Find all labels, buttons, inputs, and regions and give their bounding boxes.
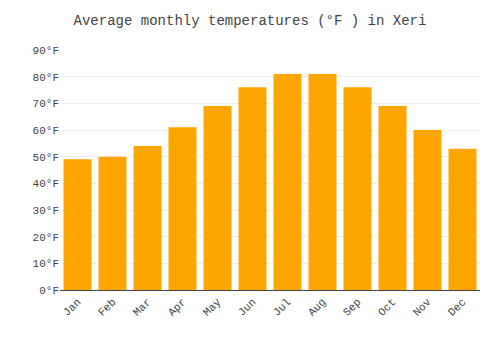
svg-text:0°F: 0°F	[39, 285, 59, 297]
svg-text:Mar: Mar	[131, 296, 153, 318]
svg-text:Jun: Jun	[236, 296, 258, 318]
svg-text:Feb: Feb	[96, 296, 118, 318]
svg-text:Oct: Oct	[376, 296, 398, 318]
svg-text:Apr: Apr	[166, 296, 188, 318]
svg-text:80°F: 80°F	[33, 72, 59, 84]
svg-text:Jan: Jan	[61, 296, 83, 318]
svg-text:10°F: 10°F	[33, 258, 59, 270]
svg-text:70°F: 70°F	[33, 98, 59, 110]
svg-text:Aug: Aug	[306, 296, 328, 318]
svg-text:Nov: Nov	[411, 296, 434, 319]
svg-text:50°F: 50°F	[33, 152, 59, 164]
svg-text:90°F: 90°F	[33, 45, 59, 57]
svg-text:30°F: 30°F	[33, 205, 59, 217]
svg-text:20°F: 20°F	[33, 232, 59, 244]
svg-text:Sep: Sep	[341, 296, 363, 318]
svg-text:40°F: 40°F	[33, 178, 59, 190]
svg-text:Dec: Dec	[446, 296, 468, 318]
svg-text:Jul: Jul	[271, 296, 293, 318]
svg-text:Average monthly temperatures (: Average monthly temperatures (°F ) in Xe…	[74, 13, 427, 29]
svg-text:May: May	[201, 296, 224, 319]
svg-text:60°F: 60°F	[33, 125, 59, 137]
